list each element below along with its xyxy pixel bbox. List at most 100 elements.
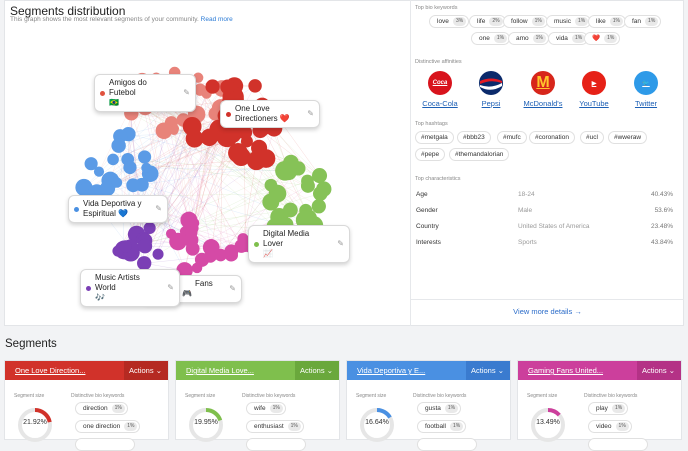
keyword-pct: 1% — [645, 17, 658, 26]
keyword-pct: 1% — [532, 17, 545, 26]
characteristic-value: 18-24 — [518, 191, 535, 198]
keyword-text: one direction — [83, 423, 120, 430]
actions-label: Actions — [471, 366, 496, 375]
actions-dropdown[interactable]: Actions ⌄ — [637, 361, 681, 380]
actions-dropdown[interactable]: Actions ⌄ — [295, 361, 339, 380]
keyword-pct: 1% — [494, 34, 507, 43]
edit-pencil-icon[interactable]: ✎ — [337, 239, 344, 249]
hashtag-chip: #pepe — [415, 148, 445, 161]
keyword-pct: 1% — [604, 34, 617, 43]
segment-size-label: Segment size — [527, 393, 557, 399]
keyword-text: direction — [83, 405, 108, 412]
graph-node — [169, 233, 187, 251]
view-more-details-link[interactable]: View more details → — [411, 307, 684, 316]
actions-label: Actions — [300, 366, 325, 375]
hashtag-chip: #themandalorian — [449, 148, 509, 161]
brand-name: Pepsi — [482, 99, 501, 108]
characteristic-value: Male — [518, 207, 532, 214]
chevron-down-icon: ⌄ — [498, 366, 504, 375]
keyword-pct: 1% — [533, 34, 546, 43]
segment-label-music-artists[interactable]: Music Artists World 🎶 ✎ — [80, 269, 180, 307]
keyword-text: life — [477, 18, 485, 25]
graph-node — [220, 80, 235, 95]
graph-node — [123, 161, 136, 174]
brand-logo-glyph: 🐦 — [642, 80, 649, 87]
bio-keywords-label: Top bio keywords — [415, 5, 458, 11]
segment-card-name-link[interactable]: Digital Media Love... — [186, 366, 254, 375]
edit-pencil-icon[interactable]: ✎ — [307, 109, 314, 119]
segment-label-digital-media[interactable]: Digital Media Lover 📈 ✎ — [248, 225, 350, 263]
affinity-pepsi[interactable]: Pepsi — [466, 71, 516, 108]
bio-keywords-label: Distinctive bio keywords — [584, 393, 637, 399]
characteristic-row: Interests Sports 43.84% — [415, 239, 673, 249]
segment-card-header: Digital Media Love... Actions ⌄ — [176, 361, 339, 380]
characteristic-key: Country — [416, 223, 439, 230]
segment-size-value: 13.49% — [527, 419, 569, 426]
keyword-text: vida — [556, 35, 568, 42]
segment-label-one-love[interactable]: One Love Directioners ❤️ ✎ — [220, 100, 320, 128]
brand-logo-icon — [479, 71, 503, 95]
graph-node — [138, 239, 153, 254]
segment-color-dot — [86, 286, 91, 291]
segment-label-amigos[interactable]: Amigos do Futebol 🇧🇷 ✎ — [94, 74, 196, 112]
keyword-text: play — [596, 405, 608, 412]
characteristic-key: Interests — [416, 239, 441, 246]
keyword-pct: 1% — [124, 422, 137, 431]
keyword-pct: 1% — [288, 422, 301, 431]
actions-dropdown[interactable]: Actions ⌄ — [124, 361, 168, 380]
segment-card-name-link[interactable]: One Love Direction... — [15, 366, 85, 375]
brand-logo-glyph: ▶ — [592, 80, 597, 87]
segments-section-title: Segments — [5, 338, 57, 350]
characteristic-pct: 40.43% — [651, 191, 673, 198]
brand-logo-icon: ▶ — [582, 71, 606, 95]
graph-node — [183, 117, 202, 136]
view-more-text: View more details — [513, 307, 572, 316]
graph-node — [138, 150, 151, 163]
keyword-text: video — [596, 423, 612, 430]
keyword-pct: 1% — [270, 404, 283, 413]
characteristic-pct: 43.84% — [651, 239, 673, 246]
edit-pencil-icon[interactable]: ✎ — [167, 283, 174, 293]
graph-node — [107, 154, 119, 166]
arrow-right-icon: → — [574, 307, 582, 316]
read-more-link[interactable]: Read more — [201, 16, 233, 23]
graph-node — [248, 79, 261, 92]
graph-node — [283, 203, 298, 218]
segment-card-header: Vida Deportiva y E... Actions ⌄ — [347, 361, 510, 380]
segment-card: Vida Deportiva y E...Actions ⌄Segment si… — [346, 360, 511, 440]
actions-dropdown[interactable]: Actions ⌄ — [466, 361, 510, 380]
keyword-pct: 1% — [616, 422, 629, 431]
edit-pencil-icon[interactable]: ✎ — [229, 284, 236, 294]
segment-card-name-link[interactable]: Vida Deportiva y E... — [357, 366, 425, 375]
graph-node — [201, 129, 218, 146]
bio-keywords-label: Distinctive bio keywords — [413, 393, 466, 399]
edit-pencil-icon[interactable]: ✎ — [155, 204, 162, 214]
brand-name: McDonald's — [524, 99, 563, 108]
segment-label-line1: Amigos do Futebol — [109, 78, 147, 97]
segment-label-vida-deportiva[interactable]: Vida Deportiva y Espiritual 💙 ✎ — [68, 195, 168, 223]
affinity-twitter[interactable]: 🐦 Twitter — [621, 71, 671, 108]
chevron-down-icon: ⌄ — [327, 366, 333, 375]
keyword-pct: 1% — [610, 17, 623, 26]
segment-card-name-link[interactable]: Gaming Fans United... — [528, 366, 603, 375]
characteristic-value: Sports — [518, 239, 537, 246]
actions-label: Actions — [129, 366, 154, 375]
hashtag-chip: #coronation — [529, 131, 575, 144]
brand-name: Twitter — [635, 99, 657, 108]
brand-name: YouTube — [579, 99, 608, 108]
graph-node — [227, 250, 238, 261]
brand-logo-icon: Coca — [428, 71, 452, 95]
affinity-youtube[interactable]: ▶ YouTube — [569, 71, 619, 108]
edit-pencil-icon[interactable]: ✎ — [183, 88, 190, 98]
hashtag-chip: #bbb23 — [457, 131, 491, 144]
